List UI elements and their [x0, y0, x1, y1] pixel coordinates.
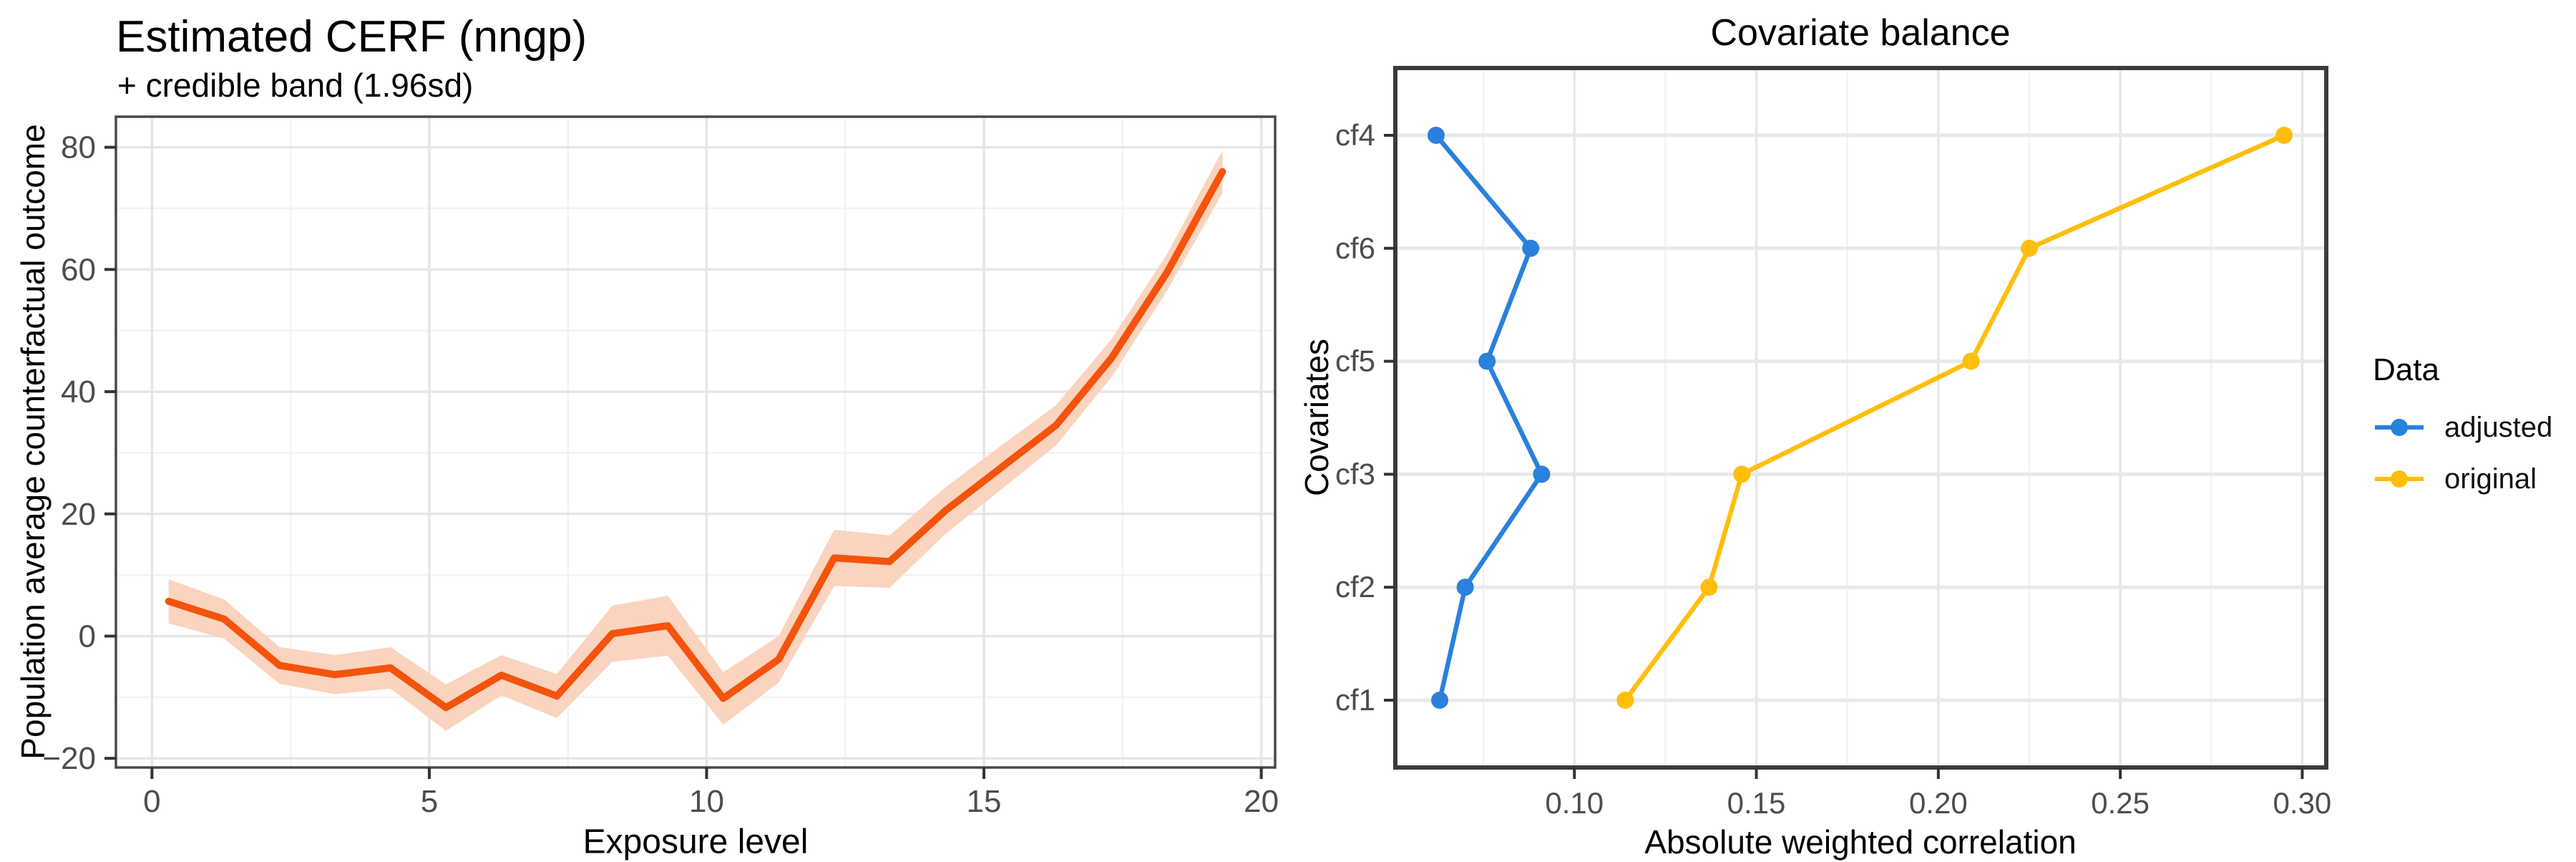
svg-text:40: 40: [61, 374, 96, 410]
svg-text:0.10: 0.10: [1545, 786, 1604, 820]
svg-text:cf5: cf5: [1335, 344, 1375, 378]
cerf-credible-band: [168, 150, 1223, 731]
original-point-cf1: [1616, 692, 1634, 709]
svg-text:60: 60: [61, 252, 96, 287]
right-grid-minor: [1482, 68, 2212, 767]
adjusted-point-cf2: [1456, 578, 1474, 596]
svg-text:0.15: 0.15: [1727, 786, 1786, 820]
svg-text:10: 10: [689, 784, 724, 819]
svg-text:0.30: 0.30: [2273, 786, 2332, 820]
svg-text:20: 20: [61, 497, 96, 532]
svg-text:0: 0: [79, 619, 96, 654]
original-point-cf4: [2275, 127, 2293, 144]
left-plot-title: Estimated CERF (nngp): [116, 12, 587, 62]
original-point-cf6: [2020, 239, 2038, 257]
left-grid-major: [116, 117, 1275, 767]
left-panel-border: [114, 115, 1277, 769]
legend-item-original: original: [2373, 458, 2552, 500]
right-axis-ticks: [1384, 134, 2304, 779]
original-line: [1623, 133, 2285, 702]
right-grid-major: [1573, 68, 2304, 767]
left-plot-subtitle: + credible band (1.96sd): [117, 67, 474, 104]
legend: Data adjusted original: [2373, 352, 2552, 510]
adjusted-point-cf5: [1478, 352, 1496, 370]
svg-text:cf2: cf2: [1335, 570, 1375, 604]
original-key-icon: [2375, 470, 2424, 488]
left-grid-minor: [116, 117, 1275, 767]
right-panel-border: [1393, 66, 2328, 770]
adjusted-series: [1427, 127, 1551, 709]
svg-text:0.20: 0.20: [1909, 786, 1968, 820]
legend-item-label: adjusted: [2444, 411, 2553, 443]
right-axis-tick-labels: 0.10 0.15 0.20 0.25 0.30 cf4 cf6 cf5 cf3 cf2 cf1: [1335, 118, 2331, 820]
legend-item-label: original: [2444, 463, 2537, 495]
svg-text:cf1: cf1: [1335, 683, 1375, 717]
svg-text:5: 5: [421, 784, 438, 819]
svg-text:cf4: cf4: [1335, 118, 1375, 152]
original-point-cf3: [1733, 465, 1751, 483]
svg-text:0.25: 0.25: [2091, 786, 2150, 820]
svg-text:15: 15: [967, 784, 1002, 819]
legend-item-adjusted: adjusted: [2373, 407, 2552, 448]
legend-title: Data: [2373, 352, 2439, 387]
svg-text:80: 80: [61, 130, 96, 165]
left-x-axis-title: Exposure level: [582, 823, 809, 861]
right-plot-title: Covariate balance: [1710, 12, 2011, 54]
left-axis-tick-labels: 0 5 10 15 20 −20 0 20 40 60 80: [42, 130, 1279, 819]
left-axis-ticks: [104, 145, 1263, 779]
right-y-axis-title: Covariates: [1298, 339, 1335, 496]
original-point-cf2: [1700, 578, 1718, 596]
adjusted-point-cf1: [1431, 692, 1449, 709]
adjusted-key-icon: [2375, 419, 2424, 436]
original-series: [1616, 127, 2293, 709]
right-x-axis-title: Absolute weighted correlation: [1644, 823, 2077, 861]
adjusted-point-cf3: [1533, 465, 1551, 483]
svg-text:0: 0: [143, 784, 160, 819]
original-point-cf5: [1962, 352, 1980, 370]
cerf-line: [165, 168, 1226, 712]
right-grid-rows: [1395, 133, 2326, 702]
adjusted-line: [1434, 133, 1545, 701]
svg-text:cf3: cf3: [1335, 457, 1375, 490]
left-y-axis-title: Population average counterfactual outcom…: [14, 124, 52, 760]
svg-text:−20: −20: [42, 741, 96, 776]
adjusted-point-cf4: [1427, 127, 1445, 144]
svg-text:cf6: cf6: [1335, 231, 1375, 265]
adjusted-point-cf6: [1522, 239, 1540, 257]
svg-text:20: 20: [1244, 784, 1279, 819]
